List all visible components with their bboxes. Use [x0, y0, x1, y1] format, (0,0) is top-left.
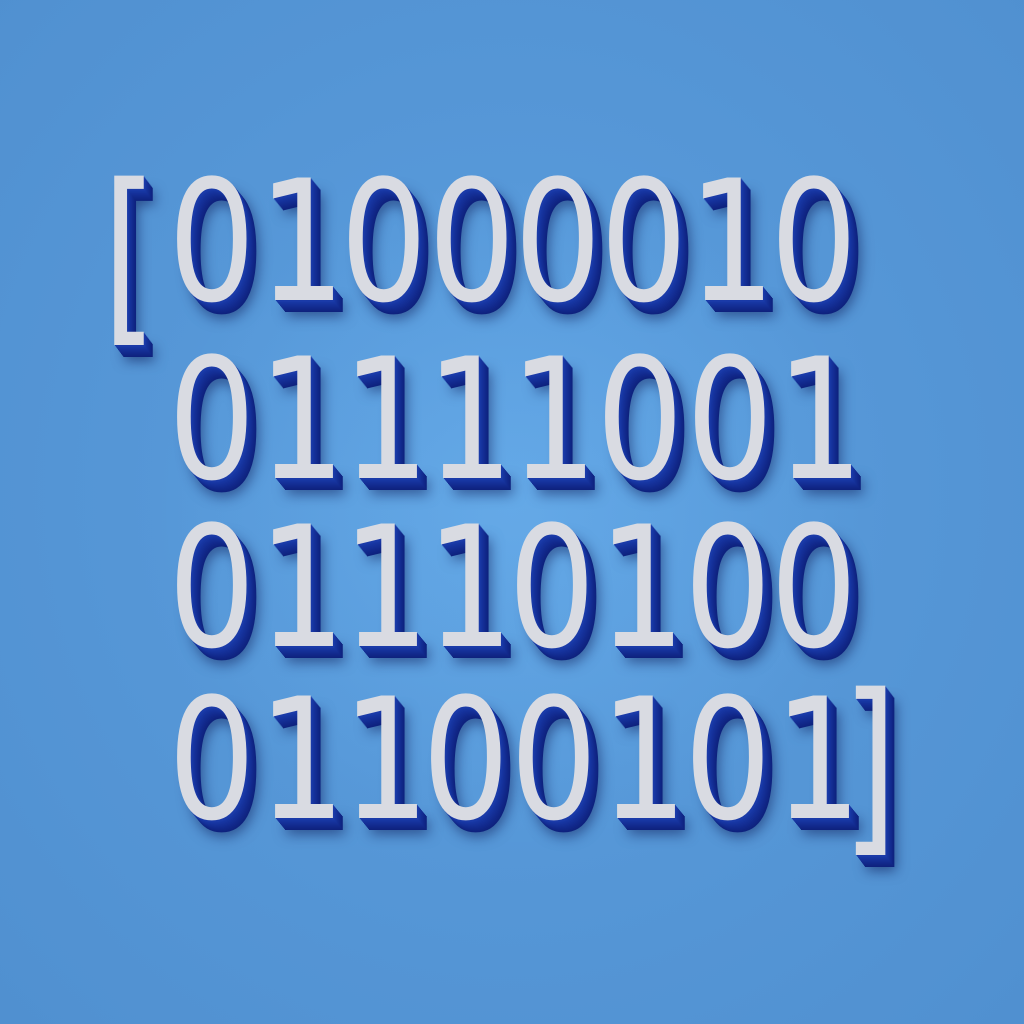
binary-digit: 1 — [258, 662, 346, 858]
binary-row-2: 0 1 1 1 1 0 0 1 — [0, 322, 1024, 518]
binary-digit: 1 — [776, 322, 864, 518]
binary-digit: 1 — [258, 322, 346, 518]
binary-row-4: 0 1 1 0 0 1 0 1 — [0, 662, 1024, 858]
binary-digit: 0 — [596, 322, 684, 518]
binary-row-3: 0 1 1 1 0 1 0 0 — [0, 490, 1024, 686]
binary-digit: 0 — [340, 144, 428, 340]
binary-digit: 0 — [428, 144, 516, 340]
binary-digit: 1 — [258, 490, 346, 686]
binary-digit: 0 — [684, 490, 772, 686]
binary-digit: 1 — [342, 322, 430, 518]
binary-row-1: 0 1 0 0 0 0 1 0 — [0, 144, 1024, 340]
binary-digit: 1 — [688, 144, 776, 340]
binary-digit: 1 — [342, 662, 430, 858]
binary-digit: 0 — [168, 490, 256, 686]
open-bracket: [ — [102, 144, 158, 365]
binary-digit: 1 — [598, 490, 686, 686]
binary-digit: 0 — [168, 662, 256, 858]
binary-digit: 1 — [426, 322, 514, 518]
close-bracket: ] — [842, 654, 898, 875]
binary-digit: 0 — [422, 662, 510, 858]
binary-digit: 0 — [514, 144, 602, 340]
binary-digit: 1 — [510, 322, 598, 518]
binary-digit: 0 — [686, 322, 774, 518]
binary-digit: 0 — [600, 144, 688, 340]
binary-digit: 1 — [258, 144, 346, 340]
binary-digit: 1 — [774, 662, 862, 858]
binary-digit: 0 — [508, 490, 596, 686]
binary-digit: 1 — [426, 490, 514, 686]
background-glow — [150, 170, 870, 850]
binary-digit: 1 — [600, 662, 688, 858]
binary-digit: 0 — [510, 662, 598, 858]
binary-digit: 0 — [770, 144, 858, 340]
binary-digit: 0 — [770, 490, 858, 686]
binary-digit: 0 — [168, 144, 256, 340]
binary-digit: 0 — [684, 662, 772, 858]
binary-digit: 1 — [342, 490, 430, 686]
binary-digit: 0 — [168, 322, 256, 518]
